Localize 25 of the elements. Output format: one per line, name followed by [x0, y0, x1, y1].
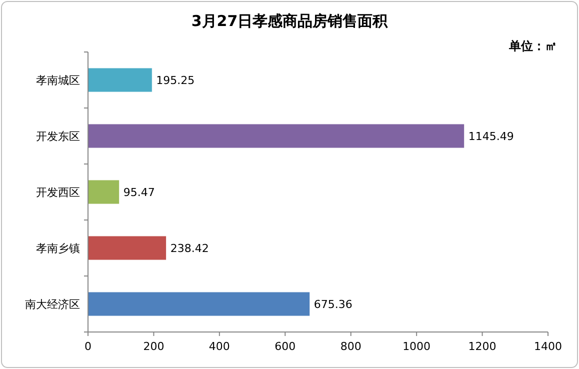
x-tick-label: 800 — [340, 340, 362, 353]
data-label: 238.42 — [170, 242, 209, 255]
bar — [88, 68, 152, 92]
bar — [88, 292, 310, 316]
data-label: 195.25 — [156, 74, 195, 87]
x-tick-label: 200 — [143, 340, 164, 353]
data-label: 675.36 — [314, 298, 352, 311]
x-tick-label: 1400 — [534, 340, 562, 353]
x-tick-label: 1200 — [468, 340, 496, 353]
bar — [88, 236, 167, 260]
y-tick-label: 孝南乡镇 — [36, 242, 80, 255]
data-label: 1145.49 — [468, 130, 514, 143]
y-tick-label: 开发东区 — [36, 130, 80, 143]
bar — [88, 180, 120, 204]
x-tick-label: 0 — [84, 340, 92, 353]
bar — [88, 124, 465, 148]
y-tick-label: 孝南城区 — [36, 74, 80, 87]
data-label: 95.47 — [123, 186, 155, 199]
y-tick-label: 开发西区 — [36, 186, 80, 199]
x-tick-label: 1000 — [402, 340, 431, 353]
x-tick-label: 600 — [274, 340, 296, 353]
x-tick-label: 400 — [208, 340, 230, 353]
chart-title: 3月27日孝感商品房销售面积 — [191, 12, 389, 30]
y-tick-label: 南大经济区 — [25, 298, 80, 311]
annotation: 单位：㎡ — [508, 39, 557, 53]
